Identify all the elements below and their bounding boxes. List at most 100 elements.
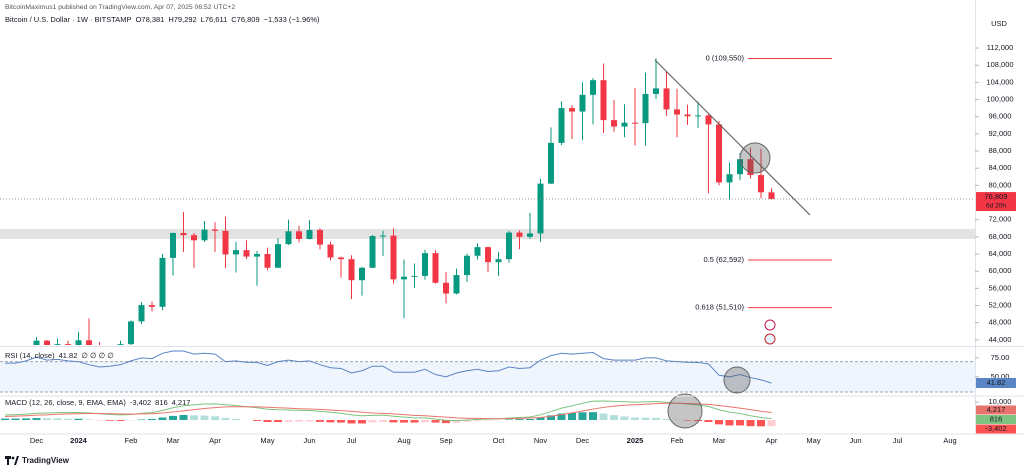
macd-histogram-bar [526, 418, 534, 421]
x-tick-label: Sep [439, 436, 452, 445]
candle-body [653, 88, 659, 94]
candle-body [642, 93, 649, 124]
rsi-extra: ∅ ∅ ∅ ∅ [81, 351, 114, 360]
candle-body [317, 229, 323, 245]
x-tick-label: Mar [167, 436, 180, 445]
macd-histogram-bar [43, 418, 51, 421]
highlight-circle [723, 366, 751, 394]
macd-histogram-bar [368, 420, 377, 423]
macd-tag [976, 415, 1016, 424]
y-tick-label: 104,000 [986, 77, 1013, 86]
candle-body [180, 232, 187, 236]
rsi-tag [976, 378, 1016, 389]
candle-body [401, 276, 407, 280]
macd-histogram-bar [190, 415, 198, 421]
candle-body [338, 257, 344, 260]
macd-histogram-bar [662, 418, 671, 421]
price-pane [33, 58, 775, 345]
currency: USD [991, 19, 1007, 28]
macd-histogram-bar [253, 420, 261, 421]
macd-histogram-bar [337, 420, 345, 423]
y-tick-label: 88,000 [989, 146, 1012, 155]
ohlc-value: −1,533 (−1.96%) [264, 15, 320, 24]
candle-body [747, 159, 754, 176]
candle-body [149, 305, 155, 307]
macd-histogram-bar [715, 420, 723, 425]
macd-histogram-bar [116, 420, 125, 421]
macd-histogram-bar [473, 420, 482, 421]
x-tick-label: Jun [303, 436, 315, 445]
x-tick-label: Aug [943, 436, 956, 445]
last-price-tag [976, 192, 1016, 212]
x-tick-label: Oct [493, 436, 506, 445]
candle-body [611, 120, 617, 127]
candle-body [663, 88, 670, 110]
macd-histogram-bar [547, 415, 555, 421]
macd-histogram-bar [652, 417, 660, 421]
macd-last: 4,217 [987, 405, 1006, 414]
highlight-circle [667, 393, 703, 429]
macd-last: -3,402 [985, 424, 1006, 433]
last-price: 76,809 [985, 192, 1008, 201]
macd-histogram-bar [484, 420, 492, 421]
y-tick-label: 72,000 [989, 215, 1012, 224]
macd-histogram-bar [683, 420, 692, 421]
candle-body [716, 124, 722, 183]
symbol: Bitcoin / U.S. Dollar · 1W · BITSTAMP [5, 15, 132, 24]
x-tick-label: May [260, 436, 274, 445]
macd-histogram-bar [410, 420, 419, 423]
macd-histogram-bar [232, 418, 240, 421]
y-tick-label: 10,000 [989, 397, 1012, 406]
candle-body [65, 344, 71, 345]
candle-body [348, 259, 355, 281]
candle-body [695, 115, 701, 117]
logo-part [14, 456, 19, 465]
x-tick-label: 2025 [627, 436, 644, 445]
candle-body [432, 253, 439, 283]
macd-histogram-bar [620, 416, 629, 421]
x-tick-label: 2024 [70, 436, 88, 445]
candle-body [726, 174, 733, 183]
candle-body [527, 233, 533, 237]
candle-body [474, 247, 481, 256]
macd-value: -3,402 [130, 398, 151, 407]
rsi-value: 41.82 [59, 351, 78, 360]
x-tick-label: Jul [893, 436, 903, 445]
x-tick-label: May [806, 436, 820, 445]
macd-histogram-bar [452, 420, 461, 423]
candle-body [506, 232, 512, 260]
y-tick-label: 96,000 [989, 112, 1012, 121]
y-tick-label: 112,000 [987, 43, 1014, 52]
candle-body [390, 235, 397, 280]
x-tick-label: Dec [30, 436, 44, 445]
x-tick-label: Jul [347, 436, 357, 445]
macd-histogram-bar [421, 420, 429, 423]
y-tick-label: 52,000 [989, 301, 1012, 310]
macd-histogram-bar [463, 420, 471, 422]
candle-body [233, 250, 239, 255]
macd-histogram-bar [767, 420, 776, 427]
candle-body [569, 108, 575, 112]
macd-histogram-bar [557, 413, 566, 421]
candle-body [170, 232, 176, 258]
rsi-title: RSI (14, close) [5, 351, 55, 360]
logo-part [11, 456, 15, 460]
macd-histogram-bar [169, 415, 177, 421]
candle-body [621, 122, 628, 127]
candle-body [296, 231, 302, 239]
macd-histogram-bar [347, 420, 356, 424]
candle-body [254, 254, 260, 257]
macd-histogram-bar [22, 418, 30, 421]
fib-label: 0.618 (51,510) [695, 303, 744, 312]
published-note: BitcoinMaximus1 published on TradingView… [5, 4, 235, 11]
macd-histogram-bar [148, 418, 156, 421]
macd-last: 816 [990, 414, 1003, 423]
trend-line [654, 59, 811, 216]
candle-body [306, 229, 313, 239]
macd-histogram-bar [725, 420, 734, 426]
highlight-circle [739, 142, 771, 174]
candle-body [275, 244, 281, 268]
macd-histogram-bar [400, 420, 408, 423]
y-tick-label: 92,000 [989, 129, 1012, 138]
